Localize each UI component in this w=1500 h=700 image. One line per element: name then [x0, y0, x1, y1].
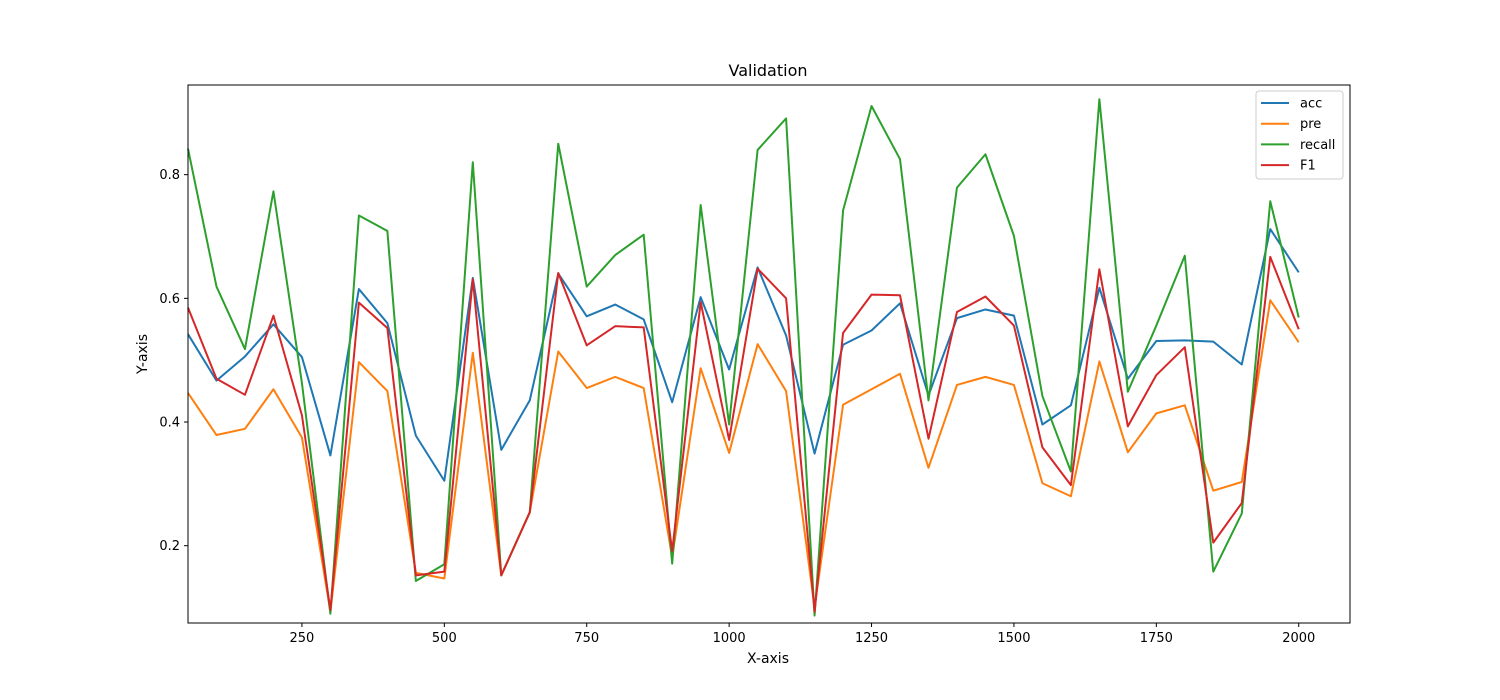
x-axis: 250 500 750 1000 1250 1500 1750 2000: [290, 623, 1315, 646]
x-tick-label: 2000: [1282, 631, 1315, 646]
x-tick-label: 1000: [713, 631, 746, 646]
y-axis-label: Y-axis: [135, 334, 151, 375]
legend-label-F1: F1: [1300, 159, 1316, 174]
y-tick-label: 0.4: [159, 416, 180, 431]
legend-label-acc: acc: [1300, 97, 1322, 112]
series-line-acc: [187, 228, 1300, 482]
x-tick-label: 1500: [997, 631, 1030, 646]
legend-label-pre: pre: [1300, 117, 1321, 132]
y-axis: 0.2 0.4 0.6 0.8: [159, 168, 188, 554]
x-tick-label: 500: [432, 631, 457, 646]
x-axis-label: X-axis: [747, 651, 789, 667]
y-tick-label: 0.2: [159, 539, 180, 554]
legend: acc pre recall F1: [1255, 90, 1344, 180]
y-tick-label: 0.6: [159, 292, 180, 307]
chart-title: Validation: [728, 61, 807, 80]
series-line-recall: [187, 98, 1300, 617]
series-line-F1: [187, 255, 1300, 613]
x-tick-label: 750: [574, 631, 599, 646]
series-layer: [187, 98, 1300, 617]
x-tick-label: 1750: [1140, 631, 1173, 646]
plot-frame: [187, 84, 1351, 624]
legend-label-recall: recall: [1300, 138, 1335, 153]
legend-box: [1255, 90, 1344, 180]
x-tick-label: 1250: [855, 631, 888, 646]
y-tick-label: 0.8: [159, 168, 180, 183]
series-line-pre: [187, 299, 1300, 613]
x-tick-label: 250: [290, 631, 315, 646]
